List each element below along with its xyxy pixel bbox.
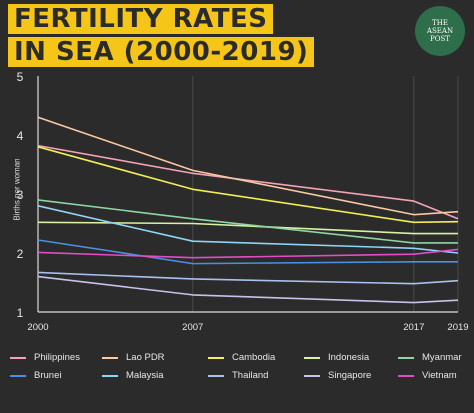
series-line-philippines bbox=[37, 144, 459, 220]
title-block: FERTILITY RATES IN SEA (2000-2019) bbox=[8, 4, 315, 70]
legend-label: Vietnam bbox=[422, 370, 457, 381]
y-tick-label: 2 bbox=[17, 247, 24, 261]
legend-item: Myanmar bbox=[398, 352, 462, 363]
legend-swatch bbox=[10, 374, 26, 377]
legend-swatch bbox=[208, 356, 224, 359]
logo-text-line: POST bbox=[430, 35, 450, 43]
legend-label: Cambodia bbox=[232, 352, 276, 363]
series-line-brunei bbox=[37, 239, 458, 265]
series-line-malaysia bbox=[37, 205, 459, 254]
x-tick-label: 2019 bbox=[447, 322, 468, 333]
legend-label: Brunei bbox=[34, 370, 62, 381]
legend-item: Malaysia bbox=[102, 370, 164, 381]
series-line-cambodia bbox=[37, 146, 459, 224]
series-line-thailand bbox=[37, 271, 459, 285]
y-tick-label: 4 bbox=[17, 129, 24, 143]
line-chart: 1 2 3 4 5 2000 2007 2017 2019 bbox=[17, 70, 469, 333]
x-tick-label: 2017 bbox=[403, 322, 424, 333]
legend-item: Vietnam bbox=[398, 370, 457, 381]
logo-text-line: ASEAN bbox=[426, 27, 454, 35]
series-line-vietnam bbox=[37, 248, 459, 259]
legend-item: Lao PDR bbox=[102, 352, 165, 363]
legend-label: Indonesia bbox=[328, 352, 370, 363]
x-tick-label: 2000 bbox=[27, 322, 48, 333]
legend-label: Thailand bbox=[232, 370, 269, 381]
legend-label: Malaysia bbox=[126, 370, 164, 381]
y-tick-label: 3 bbox=[17, 188, 24, 202]
series-line-lao-pdr bbox=[37, 116, 459, 216]
y-tick-label: 1 bbox=[17, 306, 24, 320]
legend-swatch bbox=[304, 356, 320, 359]
legend-item: Brunei bbox=[10, 370, 61, 381]
chart-legend: Philippines Lao PDR Cambodia Indonesia Myanm… bbox=[0, 348, 474, 393]
y-tick-label: 5 bbox=[17, 70, 24, 84]
series-line-myanmar bbox=[37, 199, 458, 244]
legend-item: Thailand bbox=[208, 370, 268, 381]
legend-label: Philippines bbox=[34, 352, 80, 363]
legend-swatch bbox=[398, 356, 414, 359]
legend-label: Lao PDR bbox=[126, 352, 165, 363]
legend-swatch bbox=[304, 374, 320, 377]
legend-swatch bbox=[102, 374, 118, 377]
legend-swatch bbox=[102, 356, 118, 359]
legend-item: Philippines bbox=[10, 352, 80, 363]
legend-swatch bbox=[398, 374, 414, 377]
legend-swatch bbox=[208, 374, 224, 377]
series-line-singapore bbox=[37, 275, 459, 304]
legend-item: Indonesia bbox=[304, 352, 369, 363]
logo-text-line: THE bbox=[432, 19, 448, 27]
legend-label: Singapore bbox=[328, 370, 372, 381]
legend-label: Myanmar bbox=[422, 352, 462, 363]
x-tick-label: 2007 bbox=[182, 322, 203, 333]
legend-item: Cambodia bbox=[208, 352, 275, 363]
series-line-indonesia bbox=[37, 221, 458, 235]
legend-swatch bbox=[10, 356, 26, 359]
title-line-1: FERTILITY RATES bbox=[8, 4, 274, 34]
legend-item: Singapore bbox=[304, 370, 371, 381]
brand-logo: THE ASEAN POST bbox=[415, 6, 465, 56]
title-line-2: IN SEA (2000-2019) bbox=[8, 37, 315, 67]
